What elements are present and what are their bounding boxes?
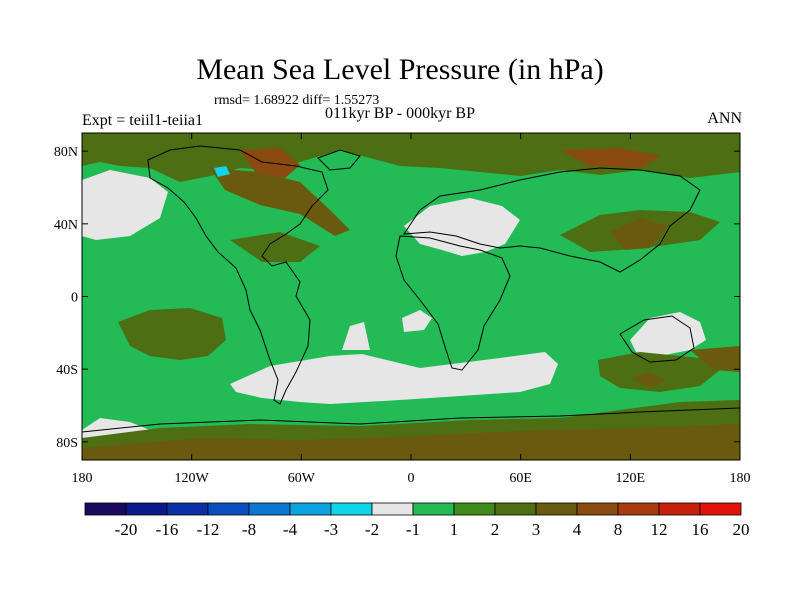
colorbar-label: 3 — [532, 520, 541, 539]
equatorial-neutral-patch — [402, 310, 432, 332]
mid-atlantic-neutral-patch — [342, 322, 370, 350]
colorbar-label: -20 — [115, 520, 138, 539]
colorbar-swatch — [576, 502, 619, 516]
colorbar-swatch — [494, 502, 537, 516]
colorbar-label: 1 — [450, 520, 459, 539]
eurasia-neutral-patch — [404, 198, 520, 256]
colorbar-swatch — [617, 502, 660, 516]
south-pacific-anomaly — [118, 308, 226, 360]
colorbar-swatch — [412, 502, 455, 516]
colorbar-label: -2 — [365, 520, 379, 539]
colorbar-swatch — [84, 502, 127, 516]
indian-southern-anomaly — [598, 352, 720, 392]
pressure-field — [82, 133, 740, 460]
colorbar-label: 2 — [491, 520, 500, 539]
colorbar-label: 16 — [692, 520, 709, 539]
map-title: Mean Sea Level Pressure (in hPa) — [196, 53, 604, 86]
colorbar-swatch — [371, 502, 414, 516]
colorbar-label: -3 — [324, 520, 338, 539]
colorbar-swatch — [207, 502, 250, 516]
lon-tick-label: 180 — [72, 471, 93, 486]
colorbar-label: -1 — [406, 520, 420, 539]
longitude-axis: 180 120W 60W 0 60E 120E 180 — [72, 133, 751, 486]
lon-tick-label: 60E — [509, 471, 532, 486]
lat-tick-label: 40N — [54, 218, 78, 233]
lon-tick-label: 120E — [616, 471, 646, 486]
season-label: ANN — [707, 110, 742, 127]
period-subtitle: 011kyr BP - 000kyr BP — [325, 105, 475, 122]
caribbean-anomaly — [230, 232, 320, 262]
north-pacific-neutral-patch — [82, 170, 168, 240]
latitude-axis: 80N 40N 0 40S 80S — [54, 145, 740, 451]
indian-ocean-neutral-patch — [630, 312, 706, 356]
stats-label: rmsd= 1.68922 diff= 1.55273 — [214, 93, 380, 108]
lat-tick-label: 0 — [71, 291, 78, 306]
lat-tick-label: 80N — [54, 145, 78, 160]
lat-tick-label: 80S — [56, 436, 78, 451]
colorbar-label: -4 — [283, 520, 298, 539]
australia-east-anomaly — [690, 346, 740, 372]
colorbar: -20 -16 -12 -8 -4 -3 -2 -1 1 2 3 4 8 12 16 20 — [84, 502, 750, 539]
coastlines — [82, 145, 740, 433]
lon-tick-label: 120W — [175, 471, 210, 486]
ocean-background — [82, 133, 740, 460]
arctic-anomaly-band — [82, 133, 740, 182]
siberia-anomaly — [560, 148, 660, 168]
colorbar-label: 8 — [614, 520, 623, 539]
colorbar-label: 12 — [651, 520, 668, 539]
colorbar-swatch — [535, 502, 578, 516]
colorbar-swatch — [166, 502, 209, 516]
colorbar-label: -8 — [242, 520, 256, 539]
colorbar-swatch — [125, 502, 168, 516]
colorbar-label: 20 — [733, 520, 750, 539]
east-asia-anomaly — [610, 218, 668, 250]
experiment-label: Expt = teiil1-teiia1 — [82, 112, 203, 129]
indian-southern-core — [632, 372, 666, 388]
colorbar-swatch — [289, 502, 332, 516]
south-atlantic-neutral-patch — [230, 352, 558, 404]
lon-tick-label: 180 — [730, 471, 751, 486]
colorbar-swatch — [330, 502, 373, 516]
colorbar-swatch — [453, 502, 496, 516]
greenland-negative-anomaly — [214, 166, 230, 177]
colorbar-label: -12 — [197, 520, 220, 539]
north-pacific-anomaly — [210, 168, 350, 236]
colorbar-swatch — [699, 502, 742, 516]
southern-ocean-band-inner — [82, 424, 740, 460]
lon-tick-label: 0 — [408, 471, 415, 486]
lat-tick-label: 40S — [56, 363, 78, 378]
colorbar-swatch — [658, 502, 701, 516]
lon-tick-label: 60W — [288, 471, 316, 486]
colorbar-swatch — [248, 502, 291, 516]
colorbar-label: 4 — [573, 520, 582, 539]
colorbar-label: -16 — [156, 520, 179, 539]
